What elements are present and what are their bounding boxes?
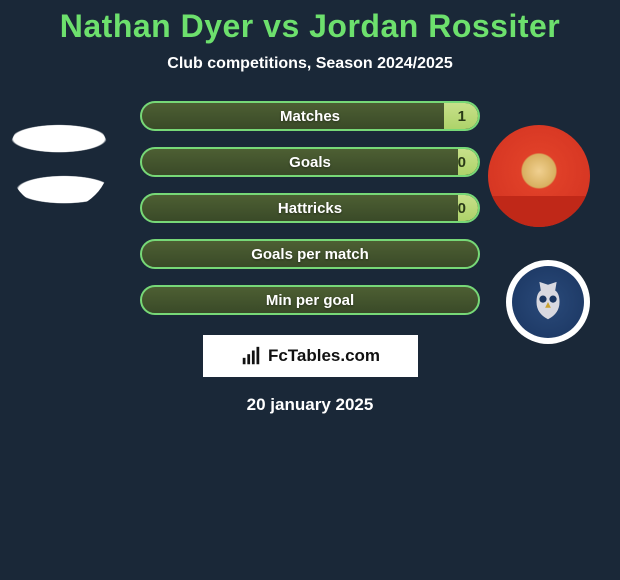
- brand-box: FcTables.com: [203, 335, 418, 377]
- owl-icon: [512, 266, 584, 338]
- stat-row-hattricks: Hattricks 0: [140, 193, 480, 223]
- stat-value: 0: [458, 154, 466, 171]
- chart-icon: [240, 345, 262, 367]
- page-title: Nathan Dyer vs Jordan Rossiter: [0, 8, 620, 45]
- club-badge: [506, 260, 590, 344]
- player-right-avatar: [488, 125, 590, 227]
- stat-label: Goals per match: [251, 246, 369, 263]
- stat-value: 1: [458, 108, 466, 125]
- brand-label: FcTables.com: [268, 346, 380, 366]
- stat-row-goals: Goals 0: [140, 147, 480, 177]
- player-left-avatar: [8, 108, 110, 210]
- stat-label: Goals: [289, 154, 331, 171]
- subtitle: Club competitions, Season 2024/2025: [0, 55, 620, 73]
- stat-value: 0: [458, 200, 466, 217]
- date-label: 20 january 2025: [0, 395, 620, 415]
- stat-row-matches: Matches 1: [140, 101, 480, 131]
- stat-label: Matches: [280, 108, 340, 125]
- stat-row-goals-per-match: Goals per match: [140, 239, 480, 269]
- stat-row-min-per-goal: Min per goal: [140, 285, 480, 315]
- stat-label: Min per goal: [266, 292, 354, 309]
- stat-label: Hattricks: [278, 200, 342, 217]
